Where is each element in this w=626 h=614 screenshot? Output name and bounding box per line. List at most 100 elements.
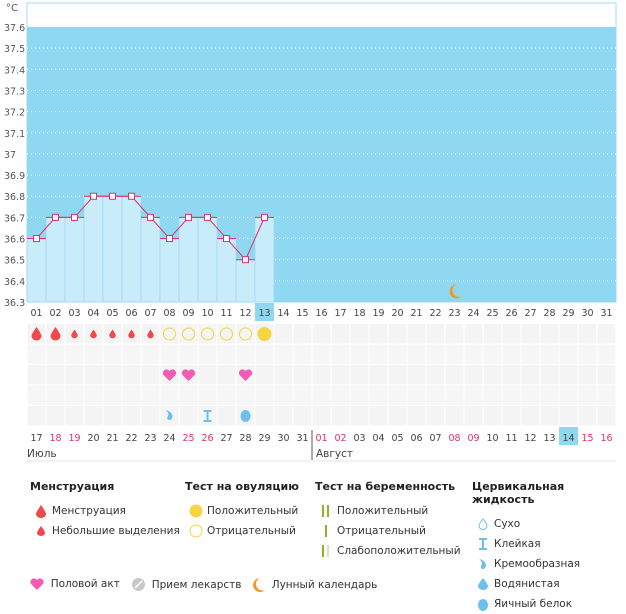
grid-cell [65,385,84,405]
grid-cell [312,365,331,385]
grid-cell [141,365,160,385]
cycle-day-label: 27 [524,308,536,319]
grid-cell [312,385,331,405]
grid-cell [388,406,407,426]
cycle-day-label: 31 [600,308,612,319]
grid-cell [46,365,65,385]
grid-cell [540,385,559,405]
grid-cell [559,385,578,405]
unit-label: °C [6,3,18,14]
grid-cell [217,385,236,405]
grid-cell [255,406,274,426]
legend-label: Водянистая [494,578,560,590]
grid-cell [407,344,426,364]
egg-white-icon [472,598,494,611]
grid-cell [426,385,445,405]
date-label: 01 [315,433,327,444]
legend-menstruation: Менструация Менструация Небольшие выделе… [30,480,180,541]
legend-label: Слабоположительный [337,545,461,557]
grid-cell [483,406,502,426]
cycle-day-label: 07 [144,308,156,319]
grid-cell [217,406,236,426]
cycle-day-label: 20 [391,308,403,319]
grid-cell [540,324,559,344]
grid-cell [407,406,426,426]
cycle-day-label: 19 [372,308,384,319]
grid-cell [274,365,293,385]
grid-cell [369,406,388,426]
date-label: 14 [562,433,574,444]
date-label: 12 [524,433,536,444]
temperature-point [109,192,116,200]
grid-cell [255,365,274,385]
grid-cell [502,406,521,426]
grid-cell [426,406,445,426]
temperature-bar [216,238,237,303]
cycle-day-label: 24 [467,308,479,319]
grid-cell [407,324,426,344]
legend-label: Клейкая [494,538,541,550]
grid-cell [141,406,160,426]
cycle-day-label: 04 [87,308,99,319]
legend-fluid: Цервикальная жидкость Сухо Клейкая Кремо… [472,480,626,614]
ovulation-positive-icon [185,504,207,518]
grid-cell [84,365,103,385]
pregnancy-negative-icon [315,525,337,537]
legend-moon: Лунный календарь [252,578,377,592]
date-label: 06 [410,433,422,444]
grid-cell [255,385,274,405]
grid-cell [426,344,445,364]
grid-cell [141,385,160,405]
temperature-point [185,213,192,221]
temperature-point [223,235,230,243]
date-label: 29 [258,433,270,444]
y-tick-label: 36.4 [4,277,25,288]
pill-icon [132,578,145,591]
grid-cell [27,365,46,385]
cycle-day-label: 11 [220,308,232,319]
grid-cell [27,385,46,405]
cycle-day-label: 17 [334,308,346,319]
ovulation-negative-icon [201,327,214,341]
cycle-day-label: 12 [239,308,251,319]
date-label: 03 [353,433,365,444]
grid-cell [483,344,502,364]
grid-cell [464,385,483,405]
grid-cell [426,324,445,344]
legend-label: Яичный белок [494,598,573,610]
grid-cell [388,385,407,405]
grid-cell [559,365,578,385]
grid-cell [388,344,407,364]
small-drop-icon [71,329,78,339]
date-label: 13 [543,433,555,444]
legend-label: Прием лекарств [151,578,242,591]
moon-icon [253,578,265,592]
ovulation-negative-icon [185,524,207,538]
grid-cell [350,344,369,364]
temperature-bar [178,217,199,303]
small-drop-icon [128,329,135,339]
moon-icon [449,284,462,299]
y-tick-label: 37.6 [4,23,25,34]
grid-cell [27,406,46,426]
temperature-point [166,235,173,243]
date-label: 11 [505,433,517,444]
grid-cell [464,365,483,385]
legend-label: Лунный календарь [271,579,378,591]
temperature-point [204,213,211,221]
grid-cell [293,406,312,426]
grid-cell [407,385,426,405]
grid-cell [559,344,578,364]
grid-cell [84,385,103,405]
small-drop-icon [147,329,154,339]
grid-cell [350,406,369,426]
grid-cell [198,344,217,364]
grid-cell [331,324,350,344]
legend-label: Отрицательный [337,525,426,537]
grid-cell [312,406,331,426]
grid-cell [578,344,597,364]
grid-cell [445,365,464,385]
date-label: 20 [87,433,99,444]
grid-cell [122,385,141,405]
grid-cell [350,324,369,344]
